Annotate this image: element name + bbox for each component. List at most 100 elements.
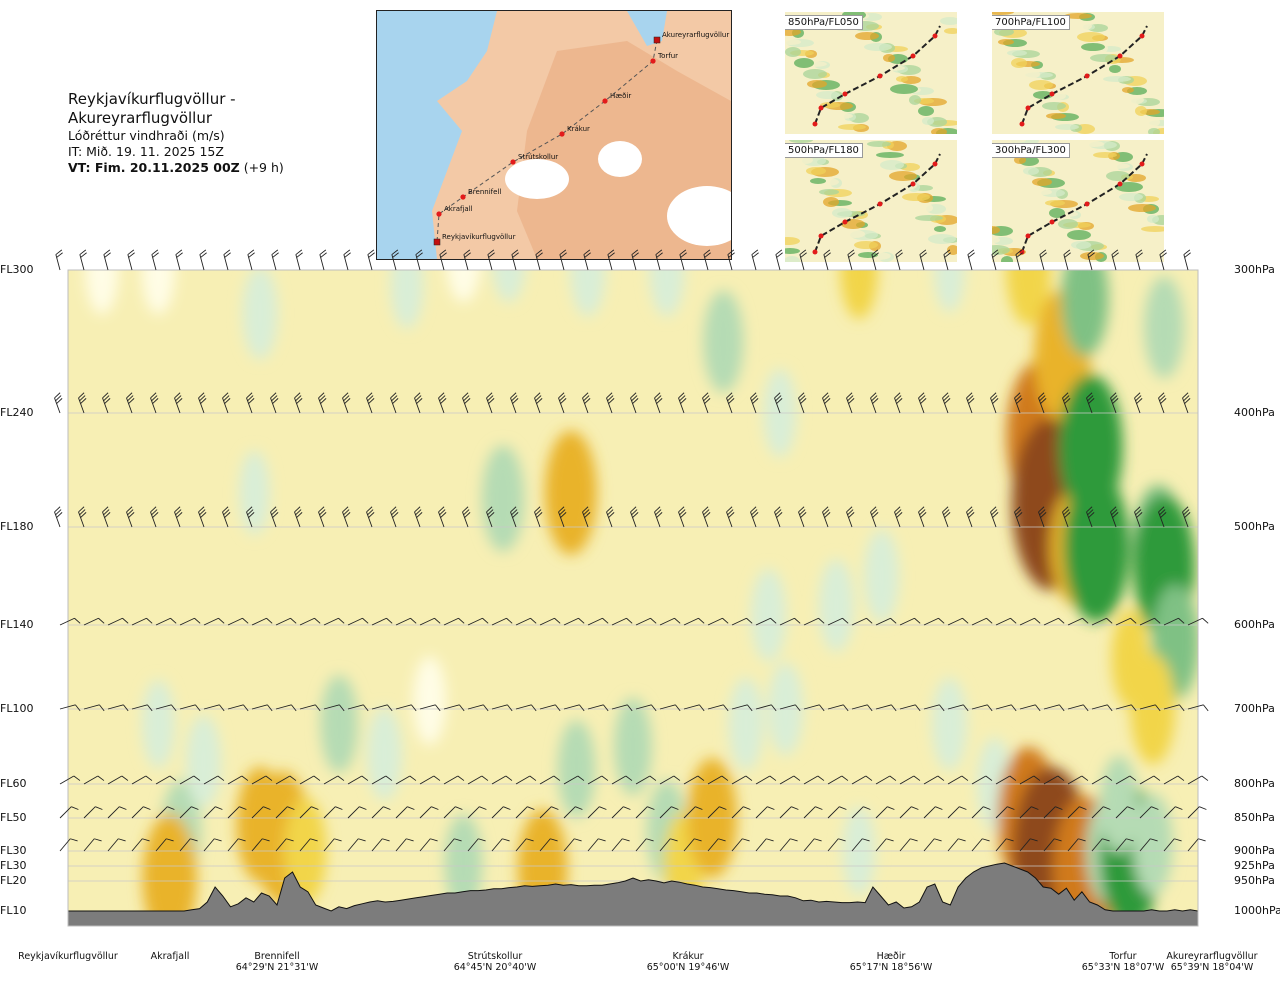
wind-barb-369 <box>851 838 870 852</box>
wind-cell-47 <box>728 677 764 771</box>
wind-barb-208 <box>443 704 465 712</box>
wind-barb-176 <box>827 617 849 626</box>
wind-barb-244 <box>155 775 177 785</box>
wind-barb-239 <box>1187 704 1209 712</box>
wind-barb-295 <box>227 806 247 819</box>
wind-barb-187 <box>1091 617 1113 626</box>
location-name-2: Brennifell <box>254 951 300 962</box>
wind-barb-140 <box>1110 506 1119 528</box>
wind-cell-3 <box>239 450 270 535</box>
wind-barb-151 <box>227 617 249 626</box>
valid-time: VT: Fim. 20.11.2025 00Z (+9 h) <box>68 160 378 176</box>
wind-barb-74 <box>678 392 687 414</box>
wind-barb-27 <box>703 249 711 271</box>
location-2: Brennifell 64°29'N 21°31'W <box>217 951 337 973</box>
wind-barb-156 <box>347 617 369 626</box>
wind-barb-5 <box>175 249 183 271</box>
wind-barb-185 <box>1043 617 1065 626</box>
wind-barb-95 <box>1182 392 1191 414</box>
wind-cell-24 <box>1144 276 1185 379</box>
wind-barb-249 <box>275 775 297 785</box>
wind-barb-159 <box>419 617 441 626</box>
wind-barb-198 <box>203 704 225 712</box>
wind-barb-100 <box>150 506 159 528</box>
wind-barb-298 <box>299 806 319 819</box>
waypoint-marker-1 <box>650 58 656 64</box>
wind-barb-255 <box>419 775 441 785</box>
wind-barb-127 <box>798 506 807 528</box>
wind-barb-258 <box>491 775 513 785</box>
wind-barb-323 <box>899 806 919 819</box>
wind-barb-194 <box>107 704 129 712</box>
wind-barb-257 <box>467 775 489 785</box>
wind-barb-114 <box>486 506 495 528</box>
plot-frame <box>67 269 1199 927</box>
wind-cell-21 <box>1061 270 1109 357</box>
wind-barb-367 <box>803 838 822 852</box>
wind-cell-18 <box>1006 270 1051 326</box>
wind-barb-92 <box>1110 392 1119 414</box>
wind-barb-265 <box>659 775 681 785</box>
wind-barb-129 <box>846 506 855 528</box>
wind-barb-9 <box>271 249 279 271</box>
wind-barb-96 <box>54 506 63 528</box>
wind-barb-234 <box>1067 704 1089 712</box>
wind-barb-195 <box>131 704 153 712</box>
wind-barb-207 <box>419 704 441 712</box>
wind-barb-370 <box>875 838 894 852</box>
waypoint-marker-3 <box>559 131 565 137</box>
wind-barb-77 <box>750 392 759 414</box>
wind-barb-322 <box>875 806 895 819</box>
wind-barb-218 <box>683 704 705 712</box>
wind-barb-120 <box>630 506 639 528</box>
location-name-4: Krákur <box>672 951 704 962</box>
wind-barb-46 <box>1159 249 1167 271</box>
wind-barb-348 <box>347 838 366 852</box>
wind-barb-175 <box>803 617 825 626</box>
wind-barb-59 <box>318 392 327 414</box>
fl-label-4: FL100 <box>0 702 34 715</box>
wind-barb-40 <box>1015 249 1023 271</box>
wind-barb-58 <box>294 392 303 414</box>
wind-barb-103 <box>222 506 231 528</box>
wind-barb-168 <box>635 617 657 626</box>
terrain-profile <box>67 862 1199 927</box>
wind-barb-371 <box>899 838 918 852</box>
fl-label-6: FL50 <box>0 811 27 824</box>
wind-cell-5 <box>446 270 481 303</box>
wind-barb-171 <box>707 617 729 626</box>
wind-barb-76 <box>726 392 735 414</box>
wind-barb-312 <box>635 806 655 819</box>
wind-barb-12 <box>343 249 351 271</box>
wind-barb-269 <box>755 775 777 785</box>
wind-barb-34 <box>871 249 879 271</box>
wind-barb-39 <box>991 249 999 271</box>
wind-barb-70 <box>582 392 591 414</box>
waypoint-marker-4 <box>510 159 516 165</box>
wind-barb-22 <box>583 249 591 271</box>
wind-barb-290 <box>107 806 127 819</box>
mini-map-500-label: 500hPa/FL180 <box>785 143 863 158</box>
wind-barb-259 <box>515 775 537 785</box>
wind-barb-63 <box>414 392 423 414</box>
wind-barb-287 <box>1187 775 1209 785</box>
wind-barb-272 <box>827 775 849 785</box>
location-name-0: Reykjavíkurflugvöllur <box>18 951 118 962</box>
wind-barb-219 <box>707 704 729 712</box>
location-name-3: Strútskollur <box>467 951 523 962</box>
wind-barb-189 <box>1139 617 1161 626</box>
wind-barb-372 <box>923 838 942 852</box>
wind-barb-270 <box>779 775 801 785</box>
waypoint-label-0: Akureyrarflugvöllur <box>662 31 729 39</box>
wind-barb-229 <box>947 704 969 712</box>
wind-barb-342 <box>203 838 222 852</box>
wind-barb-87 <box>990 392 999 414</box>
wind-barb-101 <box>174 506 183 528</box>
wind-barb-137 <box>1038 506 1047 528</box>
wind-barb-43 <box>1087 249 1095 271</box>
wind-barb-102 <box>198 506 207 528</box>
wind-barb-119 <box>606 506 615 528</box>
wind-barb-293 <box>179 806 199 819</box>
waypoint-marker-2 <box>602 98 608 104</box>
wind-barb-170 <box>683 617 705 626</box>
